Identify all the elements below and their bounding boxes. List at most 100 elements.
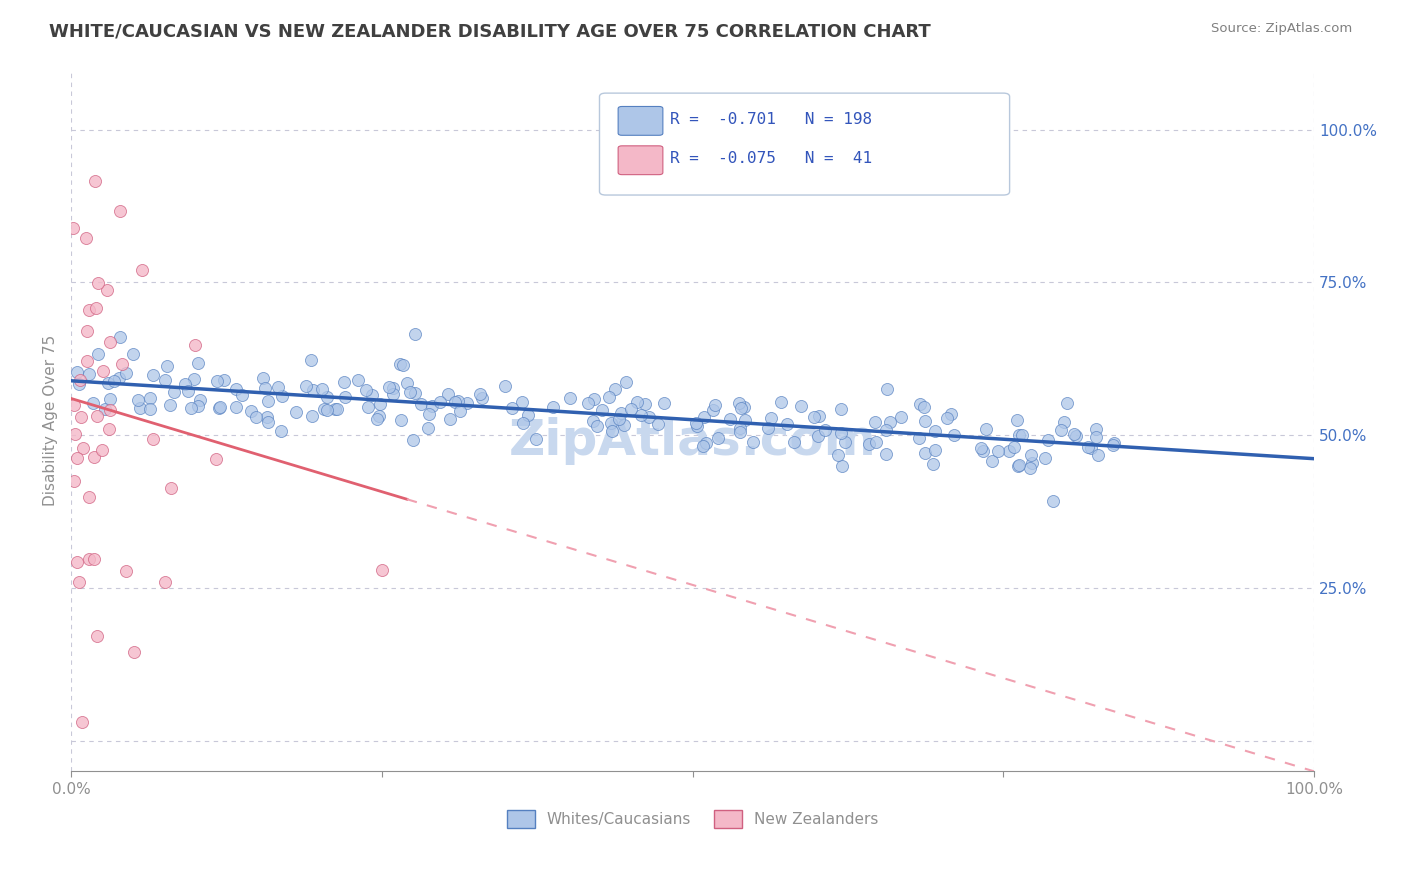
Point (437, 387, 460, 401)
Point (131, 263, 153, 277)
Point (86, 409, 108, 423)
Point (381, 381, 404, 395)
Point (159, 398, 181, 412)
Point (183, 372, 205, 386)
Point (924, 442, 946, 457)
Point (214, 373, 236, 387)
Point (875, 447, 897, 461)
Point (614, 375, 637, 389)
Point (770, 395, 793, 409)
Point (114, 366, 136, 380)
Point (1011, 428, 1033, 442)
Point (830, 402, 852, 417)
Point (863, 415, 886, 429)
FancyBboxPatch shape (619, 145, 662, 175)
Point (865, 434, 887, 449)
Point (138, 401, 160, 416)
Point (91, 363, 114, 377)
Point (208, 401, 231, 415)
Point (187, 399, 209, 413)
Point (108, 204, 131, 219)
Point (366, 412, 388, 426)
Point (66, 365, 89, 379)
Point (176, 384, 198, 398)
Point (830, 425, 852, 440)
Point (87, 346, 110, 360)
Point (652, 396, 675, 410)
Point (187, 356, 209, 370)
Point (612, 418, 634, 433)
Point (1008, 458, 1031, 472)
Point (256, 409, 278, 424)
Point (402, 433, 425, 447)
Point (876, 382, 898, 396)
Point (692, 439, 714, 453)
Point (111, 357, 134, 371)
Point (91, 443, 114, 458)
Point (468, 386, 491, 401)
Point (541, 401, 564, 415)
Point (114, 564, 136, 578)
Point (456, 396, 478, 410)
Text: Source: ZipAtlas.com: Source: ZipAtlas.com (1212, 22, 1353, 36)
Point (84, 301, 107, 315)
Point (333, 376, 356, 390)
Point (404, 385, 426, 400)
Point (620, 402, 643, 417)
Point (1042, 493, 1064, 508)
Point (333, 390, 356, 404)
Point (706, 431, 728, 445)
Point (225, 382, 247, 396)
Point (257, 394, 280, 409)
Point (129, 401, 152, 415)
Point (67, 575, 90, 590)
Point (180, 401, 202, 415)
Point (734, 413, 756, 427)
Point (858, 436, 880, 450)
Point (257, 415, 280, 429)
Point (270, 424, 292, 438)
Point (1008, 428, 1031, 442)
Point (633, 397, 655, 411)
Text: R =  -0.701   N = 198: R = -0.701 N = 198 (671, 112, 873, 127)
Point (315, 402, 337, 417)
Point (267, 380, 290, 394)
Point (316, 390, 339, 404)
Text: WHITE/CAUCASIAN VS NEW ZEALANDER DISABILITY AGE OVER 75 CORRELATION CHART: WHITE/CAUCASIAN VS NEW ZEALANDER DISABIL… (49, 22, 931, 40)
Point (108, 370, 131, 384)
Point (302, 384, 325, 398)
Point (741, 435, 763, 450)
Point (807, 429, 830, 443)
Point (418, 407, 440, 421)
Point (702, 403, 724, 417)
Point (583, 392, 606, 406)
Point (72, 715, 94, 730)
Point (225, 400, 247, 414)
Point (66, 450, 89, 465)
Point (79, 490, 101, 504)
Point (354, 383, 377, 397)
Point (834, 434, 856, 449)
Point (301, 409, 323, 424)
Point (875, 424, 897, 438)
Point (77, 368, 100, 382)
Point (97, 422, 120, 436)
Point (1064, 429, 1087, 443)
Point (910, 397, 932, 411)
Point (758, 420, 780, 434)
Point (718, 411, 741, 425)
FancyBboxPatch shape (599, 93, 1010, 195)
Point (121, 347, 143, 361)
Point (231, 388, 253, 402)
Point (704, 398, 727, 412)
Point (153, 373, 176, 387)
Point (1019, 460, 1042, 475)
Point (392, 358, 415, 372)
Point (314, 402, 336, 417)
Point (935, 410, 957, 425)
Point (139, 391, 162, 405)
Point (416, 421, 439, 435)
Point (83, 174, 105, 188)
Point (429, 394, 451, 409)
Point (831, 459, 853, 474)
